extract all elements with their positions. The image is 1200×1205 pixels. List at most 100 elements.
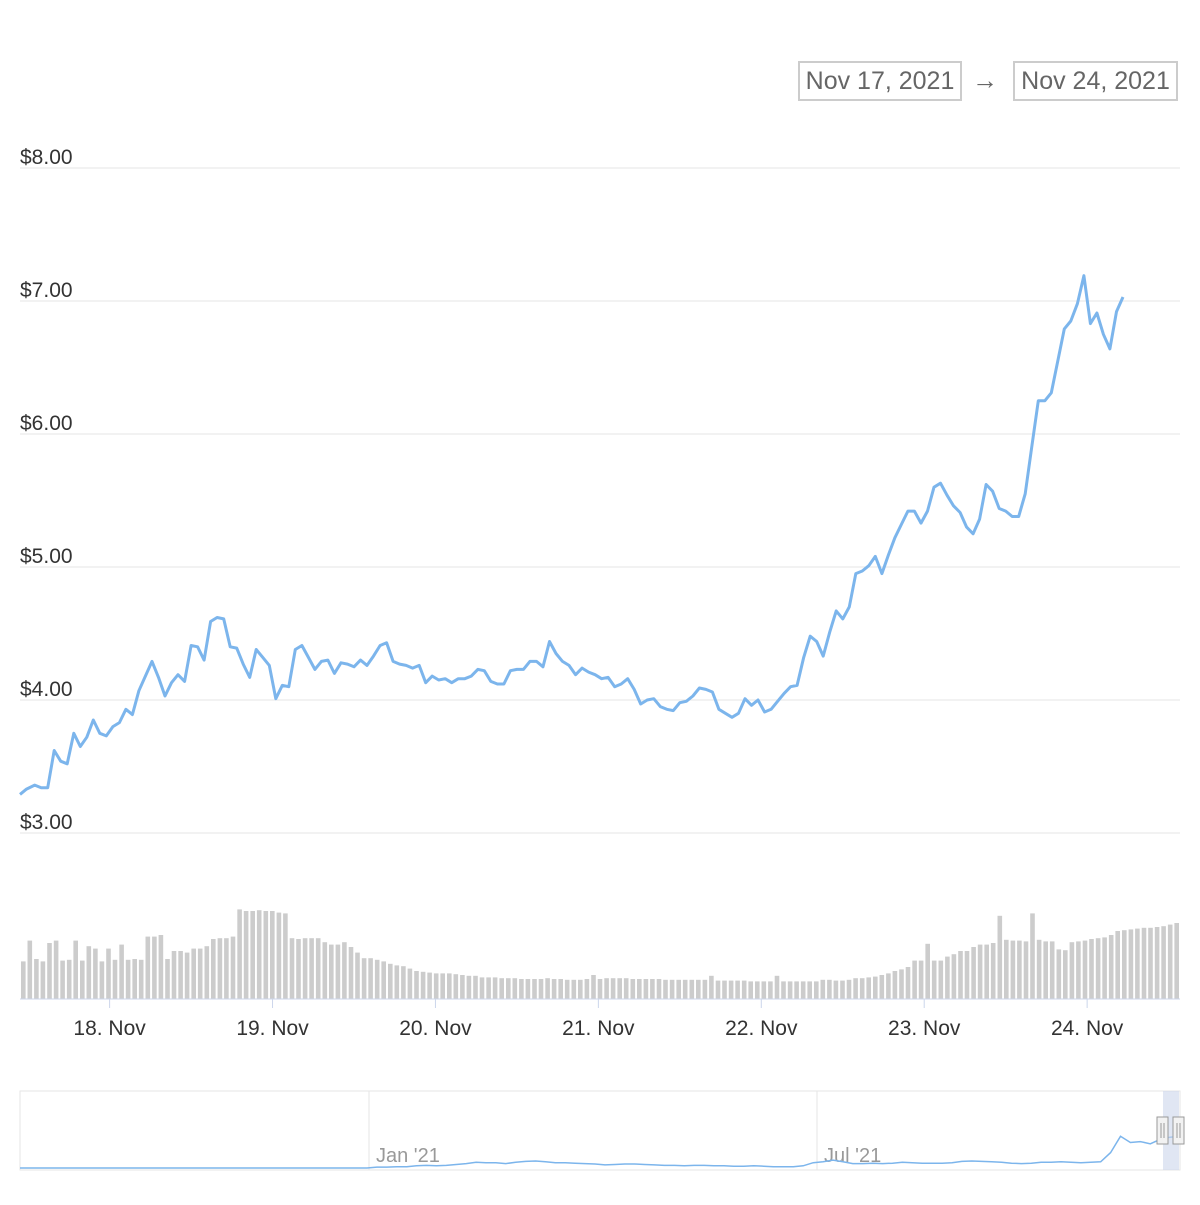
volume-bar xyxy=(702,979,708,999)
navigator-handle-left[interactable] xyxy=(1156,1116,1169,1145)
volume-bar xyxy=(204,946,210,999)
volume-bar xyxy=(682,979,688,999)
volume-bar xyxy=(1082,940,1088,999)
volume-bar xyxy=(1043,941,1048,999)
volume-bar xyxy=(873,976,878,999)
volume-bar xyxy=(1089,939,1094,999)
volume-bar xyxy=(728,980,734,999)
volume-bar xyxy=(1030,913,1035,999)
volume-bar xyxy=(532,979,537,999)
volume-bar xyxy=(433,973,439,999)
y-tick-label: $7.00 xyxy=(20,279,73,302)
volume-bar xyxy=(833,980,839,999)
volume-bar xyxy=(931,960,937,999)
volume-bar xyxy=(237,909,242,999)
volume-bar xyxy=(610,978,616,999)
volume-bar xyxy=(741,980,747,999)
volume-bar xyxy=(1063,950,1068,999)
volume-bar xyxy=(591,975,596,999)
volume-bar xyxy=(27,940,33,999)
volume-bar xyxy=(460,975,465,999)
volume-bar xyxy=(643,979,649,999)
volume-bar xyxy=(1115,931,1120,999)
navigator-selection[interactable] xyxy=(1163,1091,1179,1170)
volume-bar xyxy=(512,978,518,999)
volume-bar xyxy=(1056,949,1062,999)
volume-bar xyxy=(197,948,203,999)
volume-bar xyxy=(342,942,347,999)
volume-bar xyxy=(1076,941,1081,999)
volume-bar xyxy=(152,936,157,999)
volume-bar xyxy=(125,959,131,999)
volume-bar xyxy=(1095,938,1101,999)
y-tick-label: $4.00 xyxy=(20,678,73,701)
volume-bar xyxy=(905,967,911,999)
volume-bar xyxy=(630,979,636,999)
volume-bar xyxy=(263,911,269,999)
volume-bar xyxy=(211,939,216,999)
volume-bar xyxy=(768,981,773,999)
volume-bar xyxy=(715,980,721,999)
x-axis-labels: 18. Nov 19. Nov 20. Nov 21. Nov 22. Nov 23. N… xyxy=(73,999,1124,1040)
volume-bar xyxy=(892,971,898,999)
volume-bar xyxy=(794,981,799,999)
volume-bar xyxy=(597,979,603,999)
volume-bars xyxy=(21,909,1179,999)
volume-bar xyxy=(106,948,111,999)
range-start-input[interactable]: Nov 17, 2021 xyxy=(798,61,962,101)
volume-bar xyxy=(348,947,354,999)
volume-bar xyxy=(938,960,944,999)
volume-bar xyxy=(964,951,970,999)
volume-bar xyxy=(53,940,59,999)
volume-bar xyxy=(171,951,177,999)
x-tick-label: 24. Nov xyxy=(1051,1017,1124,1040)
volume-bar xyxy=(132,959,137,999)
volume-bar xyxy=(40,961,46,999)
volume-bar xyxy=(289,938,295,999)
volume-bar xyxy=(230,936,236,999)
volume-bar xyxy=(1167,924,1173,999)
navigator-line xyxy=(20,1135,1181,1169)
y-tick-label: $5.00 xyxy=(20,545,73,568)
volume-bar xyxy=(283,913,288,999)
volume-bar xyxy=(951,954,957,999)
volume-bar xyxy=(637,979,642,999)
range-end-input[interactable]: Nov 24, 2021 xyxy=(1013,61,1178,101)
volume-bar xyxy=(859,978,865,999)
navigator-outline xyxy=(19,1090,1181,1171)
volume-bar xyxy=(309,938,314,999)
volume-bar xyxy=(650,979,655,999)
volume-bar xyxy=(519,979,524,999)
range-arrow: → xyxy=(972,65,998,95)
volume-bar xyxy=(689,979,695,999)
volume-bar xyxy=(479,977,485,999)
volume-bar xyxy=(420,971,426,999)
volume-bar xyxy=(178,951,183,999)
volume-bar xyxy=(335,944,341,999)
volume-bar xyxy=(984,944,989,999)
y-tick-label: $8.00 xyxy=(20,146,73,169)
volume-bar xyxy=(584,979,590,999)
volume-bar xyxy=(414,971,419,999)
x-tick-label: 21. Nov xyxy=(562,1017,635,1040)
navigator-label-jan: Jan '21 xyxy=(376,1145,440,1167)
navigator[interactable]: Jan '21 Jul '21 xyxy=(19,1090,1185,1171)
volume-bar xyxy=(322,942,328,999)
price-line xyxy=(19,274,1125,796)
volume-bar xyxy=(879,975,885,999)
volume-bar xyxy=(453,974,459,999)
volume-bar xyxy=(578,979,583,999)
navigator-handle-right[interactable] xyxy=(1172,1116,1185,1145)
volume-bar xyxy=(296,939,301,999)
volume-bar xyxy=(663,979,668,999)
x-tick-label: 19. Nov xyxy=(236,1017,309,1040)
volume-bar xyxy=(912,960,917,999)
volume-bar xyxy=(361,958,367,999)
volume-bar xyxy=(119,944,124,999)
volume-bar xyxy=(958,951,963,999)
volume-bar xyxy=(886,973,891,999)
volume-bar xyxy=(1141,927,1147,999)
volume-bar xyxy=(617,978,622,999)
